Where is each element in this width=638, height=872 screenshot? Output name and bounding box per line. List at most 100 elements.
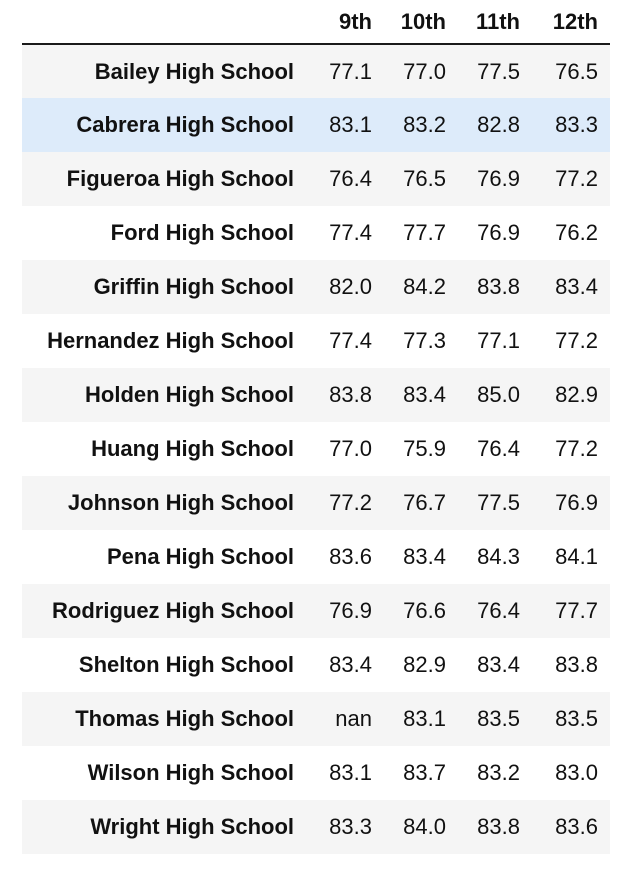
cell-11th: 83.4 xyxy=(477,652,520,677)
cell-10th: 84.0 xyxy=(403,814,446,839)
row-label-school: Griffin High School xyxy=(93,274,294,299)
cell-11th: 83.8 xyxy=(477,274,520,299)
cell-11th: 76.4 xyxy=(477,598,520,623)
cell-11th: 83.5 xyxy=(477,706,520,731)
cell-12th: 83.5 xyxy=(555,706,598,731)
table-row: Wilson High School 83.1 83.7 83.2 83.0 xyxy=(22,746,610,800)
cell-10th: 83.7 xyxy=(403,760,446,785)
cell-9th: 83.1 xyxy=(329,760,372,785)
row-label-school: Johnson High School xyxy=(67,490,294,515)
cell-11th: 82.8 xyxy=(477,112,520,137)
cell-9th: nan xyxy=(335,706,372,731)
cell-11th: 76.4 xyxy=(477,436,520,461)
index-header-blank xyxy=(22,0,310,45)
cell-12th: 77.7 xyxy=(555,598,598,623)
column-header-11th: 11th xyxy=(458,0,532,45)
cell-10th: 82.9 xyxy=(403,652,446,677)
row-label-school: Shelton High School xyxy=(78,652,294,677)
cell-12th: 83.0 xyxy=(555,760,598,785)
row-label-school: Hernandez High School xyxy=(47,328,294,353)
table-row: Rodriguez High School 76.9 76.6 76.4 77.7 xyxy=(22,584,610,638)
column-header-9th: 9th xyxy=(310,0,384,45)
row-label-school: Huang High School xyxy=(91,436,294,461)
cell-9th: 77.4 xyxy=(329,220,372,245)
cell-11th: 77.5 xyxy=(477,58,520,84)
cell-10th: 76.6 xyxy=(403,598,446,623)
cell-10th: 76.5 xyxy=(403,166,446,191)
cell-12th: 82.9 xyxy=(555,382,598,407)
table-row: Thomas High School nan 83.1 83.5 83.5 xyxy=(22,692,610,746)
cell-10th: 77.3 xyxy=(403,328,446,353)
header-row: 9th 10th 11th 12th xyxy=(22,0,610,45)
table-row: Hernandez High School 77.4 77.3 77.1 77.2 xyxy=(22,314,610,368)
cell-9th: 83.6 xyxy=(329,544,372,569)
table-row: Wright High School 83.3 84.0 83.8 83.6 xyxy=(22,800,610,854)
cell-9th: 77.0 xyxy=(329,436,372,461)
cell-12th: 77.2 xyxy=(555,328,598,353)
row-label-school: Rodriguez High School xyxy=(52,598,294,623)
cell-11th: 76.9 xyxy=(477,220,520,245)
cell-10th: 77.0 xyxy=(403,58,446,84)
cell-10th: 75.9 xyxy=(403,436,446,461)
table-row: Griffin High School 82.0 84.2 83.8 83.4 xyxy=(22,260,610,314)
cell-10th: 83.1 xyxy=(403,706,446,731)
table-row: Holden High School 83.8 83.4 85.0 82.9 xyxy=(22,368,610,422)
cell-12th: 76.5 xyxy=(555,58,598,84)
cell-10th: 77.7 xyxy=(403,220,446,245)
table-body: Bailey High School 77.1 77.0 77.5 76.5 Cabrer… xyxy=(22,44,610,854)
cell-11th: 84.3 xyxy=(477,544,520,569)
column-header-10th: 10th xyxy=(384,0,458,45)
cell-9th: 77.1 xyxy=(329,58,372,84)
cell-9th: 83.4 xyxy=(329,652,372,677)
cell-12th: 83.8 xyxy=(555,652,598,677)
grade-scores-table: 9th 10th 11th 12th Bailey High School 77.… xyxy=(22,0,610,854)
cell-12th: 76.2 xyxy=(555,220,598,245)
cell-10th: 83.2 xyxy=(403,112,446,137)
cell-12th: 83.3 xyxy=(555,112,598,137)
cell-12th: 77.2 xyxy=(555,166,598,191)
cell-10th: 76.7 xyxy=(403,490,446,515)
table-row: Bailey High School 77.1 77.0 77.5 76.5 xyxy=(22,44,610,98)
row-label-school: Cabrera High School xyxy=(76,112,294,137)
cell-11th: 76.9 xyxy=(477,166,520,191)
cell-11th: 77.1 xyxy=(477,328,520,353)
table-row: Johnson High School 77.2 76.7 77.5 76.9 xyxy=(22,476,610,530)
cell-12th: 83.6 xyxy=(555,814,598,839)
table-row: Shelton High School 83.4 82.9 83.4 83.8 xyxy=(22,638,610,692)
column-header-12th: 12th xyxy=(532,0,610,45)
table-row: Figueroa High School 76.4 76.5 76.9 77.2 xyxy=(22,152,610,206)
cell-11th: 83.2 xyxy=(477,760,520,785)
cell-10th: 83.4 xyxy=(403,544,446,569)
cell-11th: 77.5 xyxy=(477,490,520,515)
row-label-school: Ford High School xyxy=(110,220,294,245)
table-header: 9th 10th 11th 12th xyxy=(22,0,610,45)
cell-9th: 76.9 xyxy=(329,598,372,623)
cell-9th: 76.4 xyxy=(329,166,372,191)
cell-9th: 83.1 xyxy=(329,112,372,137)
cell-12th: 83.4 xyxy=(555,274,598,299)
table-row: Huang High School 77.0 75.9 76.4 77.2 xyxy=(22,422,610,476)
row-label-school: Holden High School xyxy=(85,382,294,407)
cell-9th: 82.0 xyxy=(329,274,372,299)
cell-9th: 83.3 xyxy=(329,814,372,839)
cell-10th: 84.2 xyxy=(403,274,446,299)
row-label-school: Wilson High School xyxy=(87,760,294,785)
cell-9th: 83.8 xyxy=(329,382,372,407)
row-label-school: Pena High School xyxy=(106,544,294,569)
cell-9th: 77.4 xyxy=(329,328,372,353)
cell-9th: 77.2 xyxy=(329,490,372,515)
row-label-school: Figueroa High School xyxy=(66,166,294,191)
cell-12th: 77.2 xyxy=(555,436,598,461)
row-label-school: Bailey High School xyxy=(94,58,294,84)
cell-11th: 83.8 xyxy=(477,814,520,839)
cell-10th: 83.4 xyxy=(403,382,446,407)
row-label-school: Thomas High School xyxy=(75,706,294,731)
cell-11th: 85.0 xyxy=(477,382,520,407)
table-row: Pena High School 83.6 83.4 84.3 84.1 xyxy=(22,530,610,584)
table-row: Ford High School 77.4 77.7 76.9 76.2 xyxy=(22,206,610,260)
row-label-school: Wright High School xyxy=(90,814,294,839)
cell-12th: 84.1 xyxy=(555,544,598,569)
cell-12th: 76.9 xyxy=(555,490,598,515)
table-row: Cabrera High School 83.1 83.2 82.8 83.3 xyxy=(22,98,610,152)
